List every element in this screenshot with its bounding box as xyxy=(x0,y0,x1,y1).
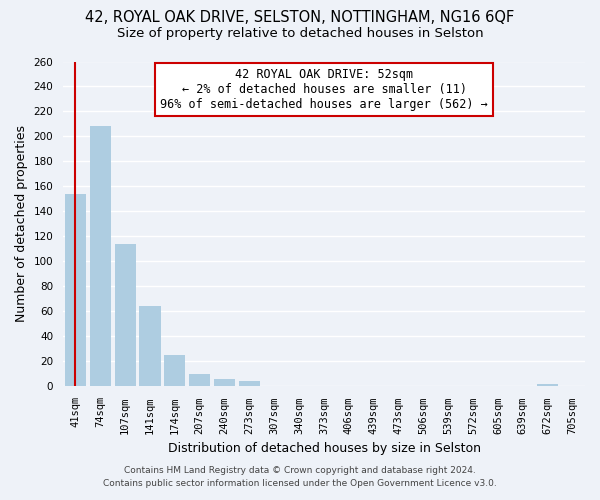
Bar xyxy=(189,374,210,386)
Text: Size of property relative to detached houses in Selston: Size of property relative to detached ho… xyxy=(116,28,484,40)
Bar xyxy=(65,194,86,386)
Bar xyxy=(90,126,111,386)
Bar xyxy=(115,244,136,386)
Bar xyxy=(164,355,185,386)
Text: 42, ROYAL OAK DRIVE, SELSTON, NOTTINGHAM, NG16 6QF: 42, ROYAL OAK DRIVE, SELSTON, NOTTINGHAM… xyxy=(85,10,515,25)
X-axis label: Distribution of detached houses by size in Selston: Distribution of detached houses by size … xyxy=(167,442,481,455)
Bar xyxy=(537,384,558,386)
Y-axis label: Number of detached properties: Number of detached properties xyxy=(15,126,28,322)
Bar xyxy=(239,382,260,386)
Text: 42 ROYAL OAK DRIVE: 52sqm
← 2% of detached houses are smaller (11)
96% of semi-d: 42 ROYAL OAK DRIVE: 52sqm ← 2% of detach… xyxy=(160,68,488,111)
Bar xyxy=(214,379,235,386)
Text: Contains HM Land Registry data © Crown copyright and database right 2024.
Contai: Contains HM Land Registry data © Crown c… xyxy=(103,466,497,487)
Bar xyxy=(139,306,161,386)
